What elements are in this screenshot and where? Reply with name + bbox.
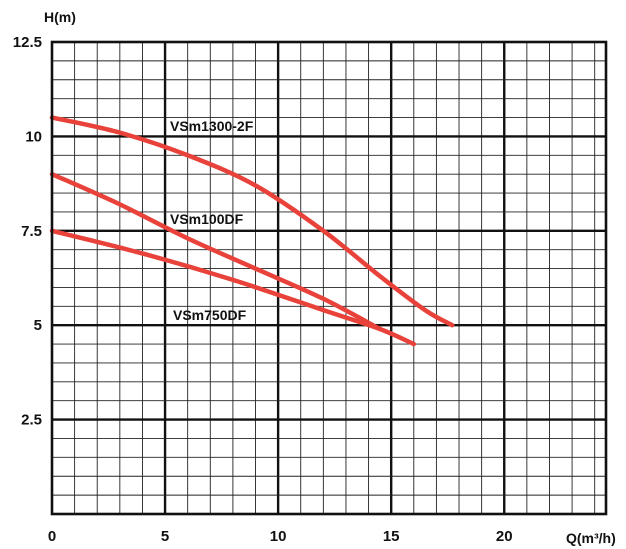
x-tick-label: 20	[496, 528, 513, 545]
curves	[49, 115, 455, 347]
grid	[52, 42, 606, 514]
x-tick-label: 10	[270, 528, 287, 545]
series-line-vsm100df	[49, 171, 383, 332]
plot-frame	[50, 40, 608, 516]
series-label: VSm100DF	[170, 211, 244, 227]
y-tick-label: 7.5	[21, 223, 42, 240]
series-labels: VSm1300-2F VSm100DF VSm750DF	[170, 118, 254, 323]
x-tick-label: 15	[383, 528, 400, 545]
tick-labels: 0 5 10 15 20 12.5 10 7.5 5 2.5	[13, 34, 513, 545]
x-axis-label: Q(m³/h)	[566, 530, 616, 546]
x-tick-label: 0	[48, 528, 56, 545]
y-axis-label: H(m)	[44, 9, 76, 25]
series-label: VSm750DF	[173, 307, 247, 323]
series-line-vsm750df	[49, 228, 417, 347]
y-tick-label: 5	[34, 317, 42, 334]
y-tick-label: 12.5	[13, 34, 42, 51]
series-line-vsm1300-2f	[49, 115, 455, 328]
y-tick-label: 2.5	[21, 412, 42, 429]
series-label: VSm1300-2F	[170, 118, 254, 134]
y-tick-label: 10	[25, 128, 42, 145]
x-tick-label: 5	[161, 528, 169, 545]
